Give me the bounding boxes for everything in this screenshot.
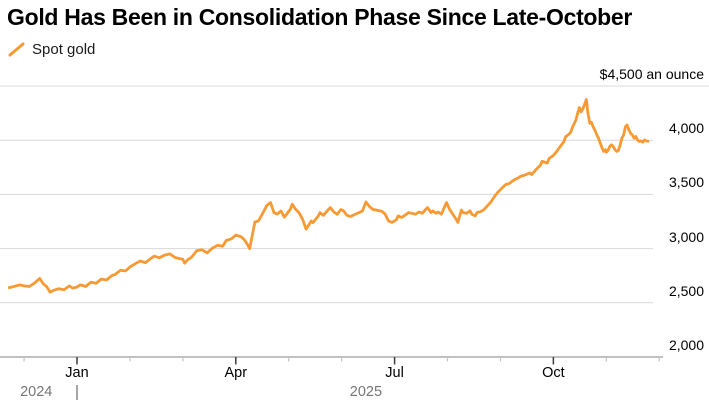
legend: Spot gold <box>8 40 95 58</box>
x-axis-month-label: Jul <box>385 365 404 381</box>
year-divider <box>76 385 78 400</box>
y-axis-label: 2,500 <box>668 282 704 299</box>
y-axis-label: 2,000 <box>668 337 704 353</box>
x-axis-year-label: 2025 <box>349 384 383 400</box>
x-axis-month-label: Oct <box>542 365 565 381</box>
y-axis-label: 4,000 <box>668 120 704 137</box>
legend-label: Spot gold <box>32 40 96 58</box>
x-axis-month-label: Jan <box>65 365 89 381</box>
y-axis-label: 3,500 <box>668 174 704 191</box>
legend-line-swatch-icon <box>8 42 25 56</box>
spot-gold-line <box>7 98 650 294</box>
y-axis-label: 3,000 <box>668 228 704 245</box>
chart-title: Gold Has Been in Consolidation Phase Sin… <box>7 4 633 30</box>
y-axis-label: $4,500 an ounce <box>599 66 704 82</box>
x-axis-year-label: 2024 <box>20 384 53 400</box>
x-axis-month-label: Apr <box>224 365 248 381</box>
